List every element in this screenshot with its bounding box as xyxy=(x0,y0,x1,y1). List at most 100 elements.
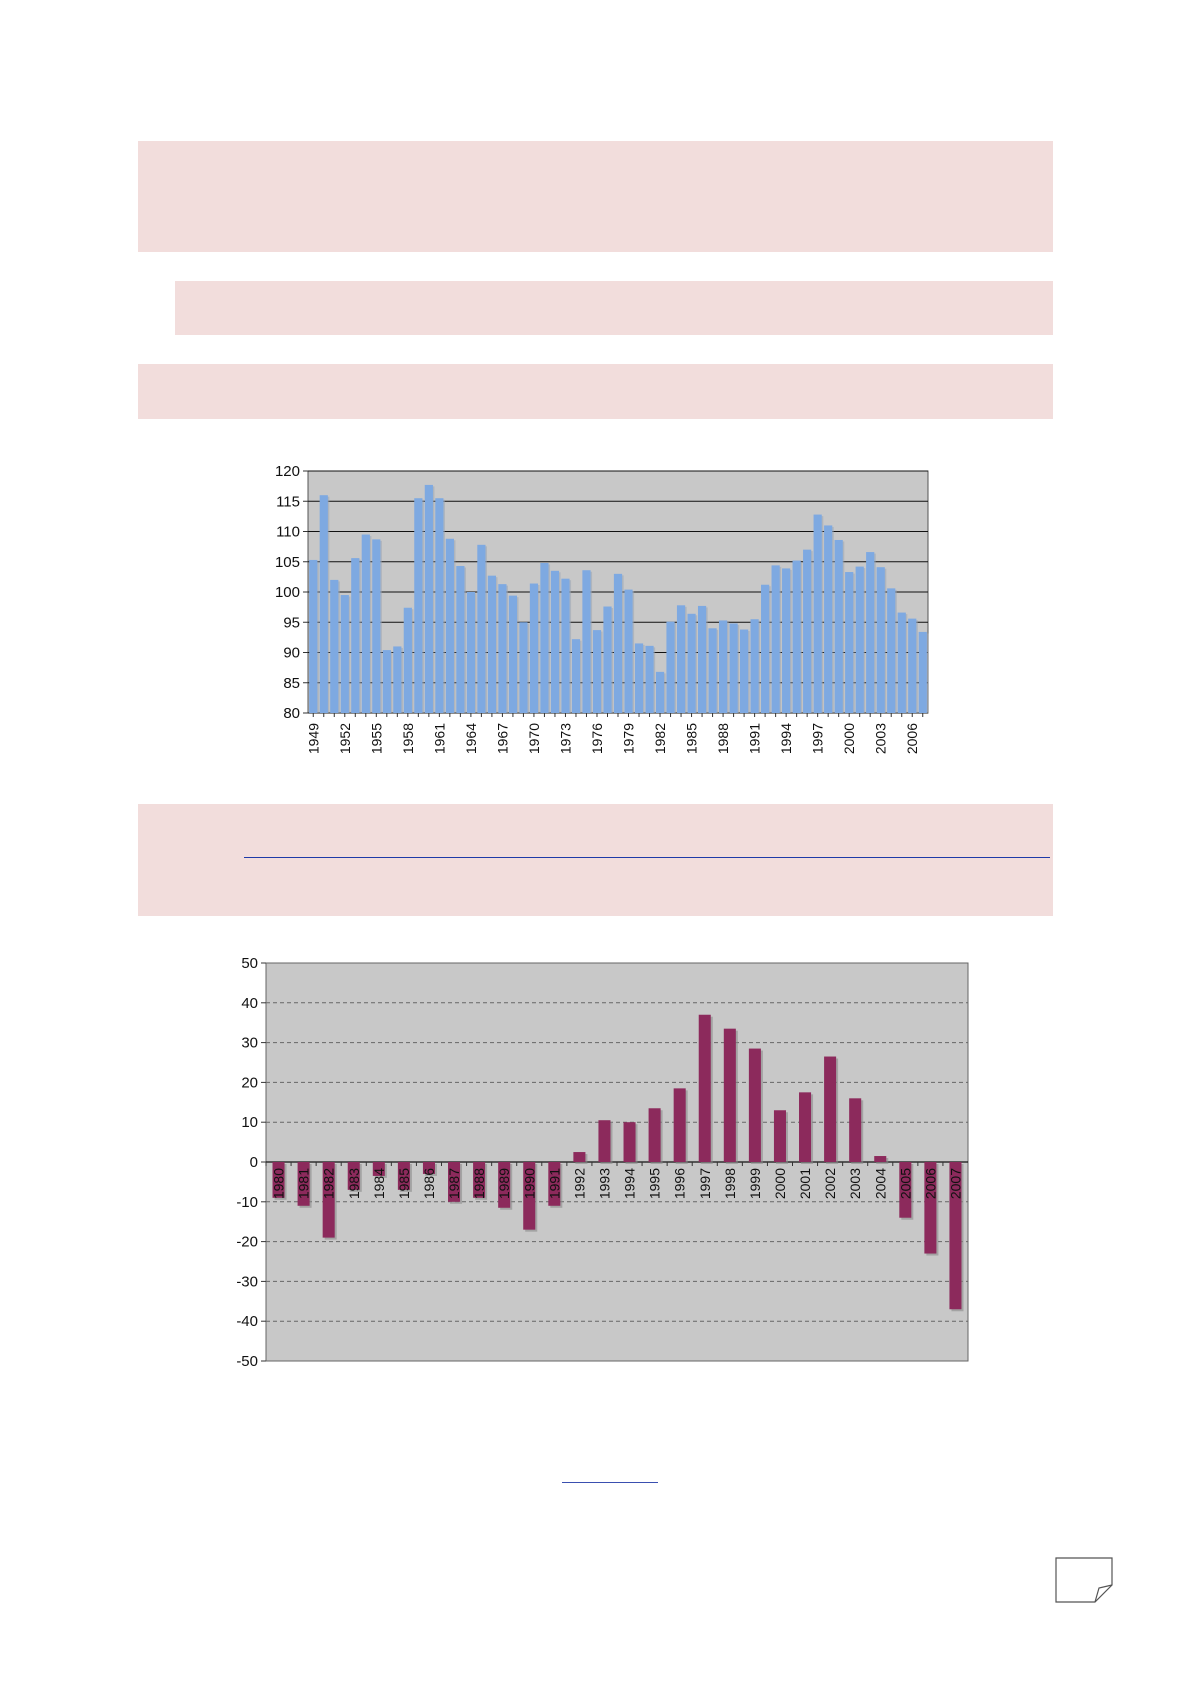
highlight-band-1 xyxy=(138,141,1053,252)
bar xyxy=(272,1162,285,1198)
bar xyxy=(561,578,570,713)
bar xyxy=(834,539,843,713)
bar xyxy=(448,1162,461,1202)
x-tick-label: 1987 xyxy=(446,1168,462,1199)
bar xyxy=(813,514,822,713)
bar xyxy=(855,566,864,713)
x-tick-label: 2003 xyxy=(873,723,889,754)
bar xyxy=(582,570,591,713)
x-tick-label: 1999 xyxy=(747,1168,763,1199)
x-tick-label: 1996 xyxy=(672,1168,688,1199)
y-tick-label: 110 xyxy=(276,524,300,541)
bar xyxy=(340,595,349,713)
bar xyxy=(498,1162,511,1208)
bar xyxy=(908,618,917,713)
bar xyxy=(529,583,539,713)
bar xyxy=(750,619,759,713)
bar xyxy=(729,623,738,713)
highlight-band-4 xyxy=(138,804,1053,916)
x-tick-label: 1994 xyxy=(622,1168,638,1199)
bar xyxy=(740,629,749,713)
bar xyxy=(623,1122,636,1162)
bar xyxy=(393,646,402,713)
chart-change-1980-2007: -50 -40 -30 -20 -10 0 10 20 30 40 50 1980 1981 1982 19… xyxy=(215,948,975,1368)
bar xyxy=(899,1162,912,1218)
x-tick-label: 2004 xyxy=(872,1168,888,1199)
bar xyxy=(887,588,896,713)
bar xyxy=(613,573,623,713)
bar xyxy=(487,575,496,713)
x-tick-label: 1994 xyxy=(778,723,794,754)
bar xyxy=(498,584,507,713)
x-tick-label: 2006 xyxy=(922,1168,938,1199)
x-tick-label: 1992 xyxy=(571,1168,587,1199)
bar xyxy=(771,565,780,713)
bar xyxy=(748,1048,761,1162)
bar xyxy=(473,1162,486,1198)
bar xyxy=(309,559,318,713)
bar xyxy=(723,1028,736,1162)
bar xyxy=(445,538,454,713)
x-tick-label: 1988 xyxy=(715,723,731,754)
bar xyxy=(297,1162,310,1206)
y-tick-label: 105 xyxy=(275,554,300,571)
y-tick-label: 30 xyxy=(241,1035,258,1052)
bar xyxy=(414,498,423,713)
bar xyxy=(603,606,612,713)
bar xyxy=(645,645,654,713)
x-tick-label: 1973 xyxy=(557,723,573,754)
bar xyxy=(866,552,875,713)
x-tick-label: 1989 xyxy=(496,1168,512,1199)
bar xyxy=(573,1152,586,1162)
x-tick-label: 1964 xyxy=(463,723,479,754)
bar xyxy=(322,1162,335,1238)
x-tick-label: 1985 xyxy=(396,1168,412,1199)
x-tick-label: 1998 xyxy=(722,1168,738,1199)
x-tick-label: 2000 xyxy=(841,723,857,754)
bar xyxy=(477,544,486,713)
bar xyxy=(519,622,528,713)
y-tick-label: 115 xyxy=(276,493,300,510)
y-tick-label: 40 xyxy=(241,995,258,1012)
y-tick-label: 50 xyxy=(241,955,258,972)
y-tick-label: -30 xyxy=(236,1273,258,1290)
x-tick-label: 2007 xyxy=(947,1168,963,1199)
bar xyxy=(508,595,518,713)
x-tick-label: 1958 xyxy=(400,723,416,754)
bar xyxy=(648,1108,661,1162)
page-curl-icon xyxy=(1055,1557,1113,1603)
hyperlink-underline[interactable] xyxy=(244,857,1050,858)
x-tick-label: 2006 xyxy=(904,723,920,754)
bar xyxy=(424,484,433,713)
bar xyxy=(782,568,791,713)
x-tick-label: 1988 xyxy=(471,1168,487,1199)
x-tick-label: 1979 xyxy=(621,723,637,754)
x-tick-label: 2001 xyxy=(797,1168,813,1199)
bar xyxy=(773,1110,786,1162)
bar xyxy=(803,549,812,713)
x-tick-label: 1983 xyxy=(346,1168,362,1199)
x-tick-label: 1993 xyxy=(596,1168,612,1199)
bar xyxy=(687,613,696,713)
x-tick-label: 1985 xyxy=(684,723,700,754)
bar xyxy=(799,1092,812,1162)
bar xyxy=(550,570,560,713)
bar xyxy=(874,1156,887,1162)
y-tick-label: 90 xyxy=(283,645,300,662)
bar xyxy=(347,1162,360,1190)
x-tick-label: 1982 xyxy=(321,1168,337,1199)
bar xyxy=(592,630,602,713)
x-tick-label: 1997 xyxy=(697,1168,713,1199)
y-tick-label: 95 xyxy=(283,614,300,631)
bar xyxy=(422,1162,435,1174)
footnote-link-underline[interactable] xyxy=(562,1482,658,1483)
bar xyxy=(698,1014,711,1162)
x-tick-label: 1981 xyxy=(296,1168,312,1199)
x-tick-label: 1961 xyxy=(431,723,447,754)
bar xyxy=(708,628,717,713)
x-tick-label: 1991 xyxy=(546,1168,562,1199)
bar xyxy=(571,639,581,713)
y-tick-label: 20 xyxy=(241,1074,258,1091)
x-tick-label: 1982 xyxy=(652,723,668,754)
bar xyxy=(824,525,833,713)
